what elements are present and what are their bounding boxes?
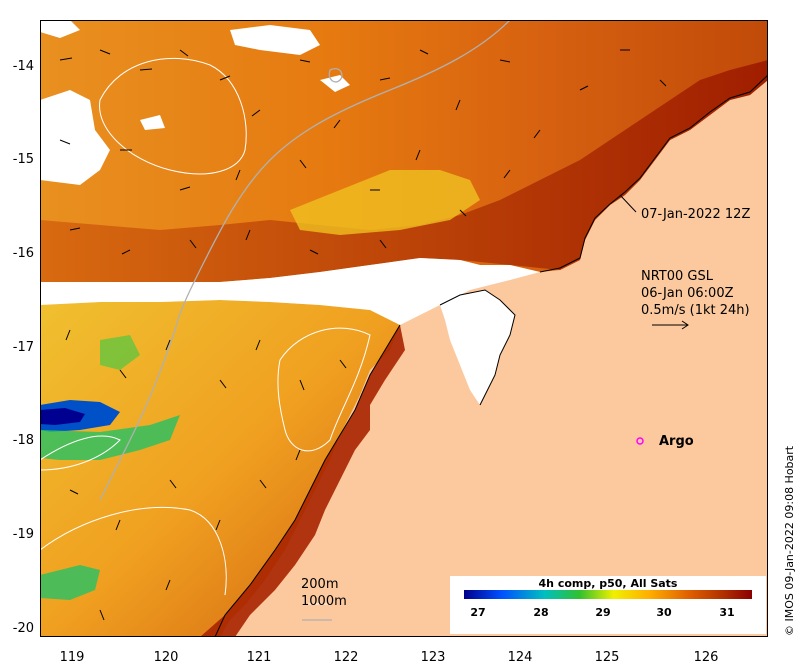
- x-tick-label: 125: [594, 650, 620, 665]
- coastline: [214, 324, 401, 637]
- sst-green-patch: [40, 415, 180, 460]
- scale-1000-label: 1000m: [301, 594, 347, 609]
- no-data-patch: [140, 115, 165, 130]
- current-model-label: NRT00 GSL: [641, 269, 713, 284]
- plot-border: [40, 20, 768, 637]
- isobath-200m: [40, 506, 227, 596]
- argo-marker: [636, 437, 644, 445]
- x-tick-label: 124: [507, 650, 533, 665]
- no-data-band: [40, 258, 540, 325]
- x-tick-label: 121: [246, 650, 272, 665]
- no-data-lagoon: [440, 290, 515, 405]
- current-scale-label: 0.5m/s (1kt 24h): [641, 303, 750, 318]
- y-tick-label: -17: [12, 340, 34, 355]
- date-label: 07-Jan-2022 12Z: [641, 207, 751, 222]
- copyright-label: © IMOS 09-Jan-2022 09:08 Hobart: [783, 445, 796, 636]
- map-canvas: [40, 20, 768, 637]
- colorbar-tick: 30: [656, 606, 672, 619]
- date-pointer: [619, 194, 637, 213]
- colorbar-tick: 31: [719, 606, 735, 619]
- sst-south-region: [40, 300, 400, 637]
- isobath-200m: [277, 327, 371, 452]
- isobath-1000m: [328, 68, 343, 83]
- current-time-label: 06-Jan 06:00Z: [641, 286, 734, 301]
- isobath-1000m: [99, 20, 511, 501]
- no-data-patch: [230, 25, 320, 55]
- sst-green-patch: [40, 565, 100, 600]
- coastline: [539, 74, 768, 273]
- y-tick-label: -20: [12, 621, 34, 636]
- isobath-200m: [40, 435, 121, 471]
- isobath-200m: [99, 58, 247, 175]
- y-tick-label: -18: [12, 433, 34, 448]
- y-tick-label: -14: [12, 59, 34, 74]
- x-tick-label: 126: [693, 650, 719, 665]
- x-tick-label: 119: [59, 650, 85, 665]
- scale-200-label: 200m: [301, 577, 339, 592]
- sst-cool-streak: [290, 170, 480, 235]
- map-plot-area: [40, 20, 768, 637]
- colorbar-tick: 27: [470, 606, 486, 619]
- colorbar-panel: [450, 576, 766, 634]
- no-data-patch: [40, 90, 110, 185]
- colorbar-title: 4h comp, p50, All Sats: [538, 577, 678, 590]
- coastline: [439, 289, 516, 406]
- colorbar-gradient: [464, 590, 752, 599]
- y-tick-label: -16: [12, 246, 34, 261]
- sst-south-coastal-warm: [200, 325, 405, 637]
- x-tick-label: 120: [153, 650, 179, 665]
- no-data-patch: [40, 20, 80, 38]
- argo-label: Argo: [659, 434, 694, 449]
- x-tick-label: 122: [333, 650, 359, 665]
- sst-cold-core: [40, 408, 85, 425]
- y-tick-label: -19: [12, 527, 34, 542]
- current-scale-arrow: [652, 320, 689, 330]
- colorbar-tick: 29: [595, 606, 611, 619]
- no-data-patch: [320, 75, 350, 92]
- x-tick-label: 123: [420, 650, 446, 665]
- colorbar-tick: 28: [533, 606, 549, 619]
- y-tick-label: -15: [12, 152, 34, 167]
- current-vectors: [59, 49, 667, 621]
- sst-green-patch: [100, 335, 140, 370]
